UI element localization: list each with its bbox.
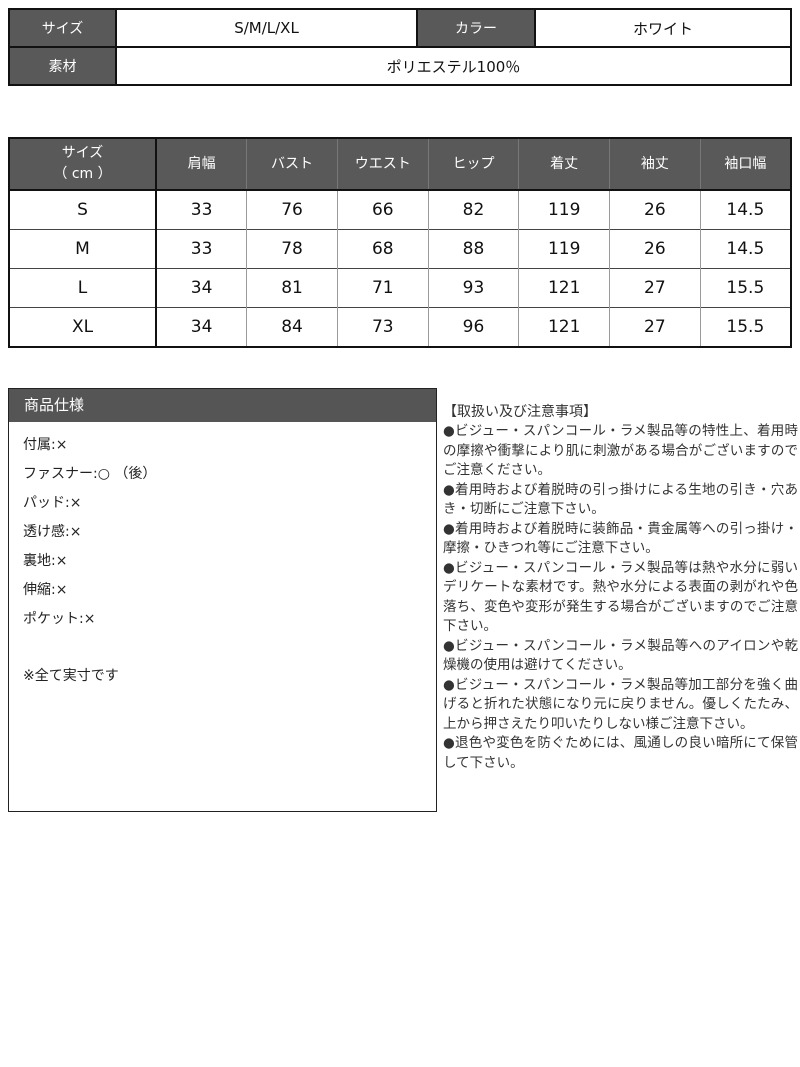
spec-item: 付属:× — [23, 437, 68, 453]
spec-item: ファスナー:○ （後） — [23, 466, 157, 482]
size-table-body: S 33 76 66 82 119 26 14.5 M 33 78 68 88 119 26 14.5 L 34 8… — [9, 189, 791, 347]
info-label-color: カラー — [416, 8, 536, 48]
size-table-cell: 96 — [427, 307, 519, 347]
spec-box-title: 商品仕様 — [9, 389, 436, 422]
size-table-header-4: ヒップ — [427, 138, 519, 191]
product-info-table: サイズ S/M/L/XL カラー ホワイト 素材 ポリエステル100％ — [8, 8, 792, 86]
size-table-cell: 27 — [609, 268, 701, 308]
size-table-cell: 15.5 — [699, 307, 791, 347]
size-table-header-2: バスト — [246, 138, 338, 191]
size-table-header-3: ウエスト — [336, 138, 429, 191]
size-table-cell: 93 — [427, 268, 519, 308]
size-table-cell: 71 — [336, 268, 429, 308]
handling-note-item: ●ビジュー・スパンコール・ラメ製品等加工部分を強く曲げると折れた状態になり元に戻… — [443, 676, 798, 732]
size-table-cell: 82 — [427, 189, 519, 230]
size-table-cell: L — [9, 268, 157, 308]
size-table-cell: 68 — [336, 229, 429, 269]
info-value-size: S/M/L/XL — [115, 8, 418, 48]
size-table-row: S 33 76 66 82 119 26 14.5 — [9, 189, 791, 230]
handling-note-item: ●着用時および着脱時に装飾品・貴金属等への引っ掛け・摩擦・ひきつれ等にご注意下さ… — [443, 520, 798, 557]
spec-item: パッド:× — [23, 495, 82, 511]
size-table-cell: 121 — [518, 307, 610, 347]
size-table-cell: 81 — [246, 268, 338, 308]
size-table-cell: 26 — [609, 189, 701, 230]
size-table-cell: 33 — [155, 229, 247, 269]
size-table-cell: 26 — [609, 229, 701, 269]
info-value-material: ポリエステル100％ — [115, 46, 792, 86]
handling-note-item: ●ビジュー・スパンコール・ラメ製品等の特性上、着用時の摩擦や衝撃により肌に刺激が… — [443, 423, 798, 478]
info-label-size: サイズ — [8, 8, 117, 48]
size-table-cell: 73 — [336, 307, 429, 347]
product-spec-box: 商品仕様 付属:× ファスナー:○ （後） パッド:× 透け感:× 裏地:× 伸縮:× ポケ… — [8, 388, 437, 812]
size-table-cell: 76 — [246, 189, 338, 230]
handling-note-item: ●ビジュー・スパンコール・ラメ製品等へのアイロンや乾燥機の使用は避けてください。 — [443, 637, 798, 674]
size-table-cell: 121 — [518, 268, 610, 308]
info-value-color: ホワイト — [534, 8, 792, 48]
size-table-header-6: 袖丈 — [609, 138, 701, 191]
spec-item: 透け感:× — [23, 524, 82, 540]
size-table-cell: 34 — [155, 268, 247, 308]
size-table-header-0: サイズ （ cm ） — [9, 138, 157, 191]
size-table-header-row: サイズ （ cm ） 肩幅 バスト ウエスト ヒップ 着丈 袖丈 袖口幅 — [9, 138, 791, 191]
handling-notes: 【取扱い及び注意事項】 ●ビジュー・スパンコール・ラメ製品等の特性上、着用時の摩… — [443, 402, 798, 773]
spec-item: ポケット:× — [23, 611, 96, 627]
spec-list: 付属:× ファスナー:○ （後） パッド:× 透け感:× 裏地:× 伸縮:× ポケット:× — [9, 422, 436, 634]
size-table-cell: 84 — [246, 307, 338, 347]
size-table-cell: 34 — [155, 307, 247, 347]
handling-note-item: ●退色や変色を防ぐためには、風通しの良い暗所にて保管して下さい。 — [443, 735, 798, 771]
size-table-header-1: 肩幅 — [155, 138, 247, 191]
spec-measurement-note: ※全て実寸です — [23, 668, 119, 684]
size-table-header-7: 袖口幅 — [699, 138, 791, 191]
size-table-header-line: （ cm ） — [53, 166, 112, 182]
size-table-cell: 14.5 — [699, 189, 791, 230]
info-row-size-color: サイズ S/M/L/XL カラー ホワイト — [8, 8, 792, 48]
size-table-cell: 14.5 — [699, 229, 791, 269]
size-table-cell: 33 — [155, 189, 247, 230]
size-table-cell: 88 — [427, 229, 519, 269]
handling-notes-list: ●ビジュー・スパンコール・ラメ製品等の特性上、着用時の摩擦や衝撃により肌に刺激が… — [443, 422, 798, 773]
handling-note-item: ●着用時および着脱時の引っ掛けによる生地の引き・穴あき・切断にご注意下さい。 — [443, 481, 798, 518]
handling-notes-title: 【取扱い及び注意事項】 — [443, 404, 597, 420]
size-table-cell: S — [9, 189, 157, 230]
handling-note-item: ●ビジュー・スパンコール・ラメ製品等は熱や水分に弱いデリケートな素材です。熱や水… — [443, 559, 798, 635]
size-table-row: M 33 78 68 88 119 26 14.5 — [9, 229, 791, 269]
size-table-cell: 119 — [518, 189, 610, 230]
size-table-cell: 78 — [246, 229, 338, 269]
spec-item: 裏地:× — [23, 553, 68, 569]
size-table-row: XL 34 84 73 96 121 27 15.5 — [9, 307, 791, 347]
size-table-header-5: 着丈 — [518, 138, 610, 191]
size-table-cell: M — [9, 229, 157, 269]
spec-item: 伸縮:× — [23, 582, 68, 598]
size-table-cell: 119 — [518, 229, 610, 269]
size-table-cell: 15.5 — [699, 268, 791, 308]
size-table-row: L 34 81 71 93 121 27 15.5 — [9, 268, 791, 308]
size-table-header-line: サイズ — [61, 145, 104, 161]
size-chart-table: サイズ （ cm ） 肩幅 バスト ウエスト ヒップ 着丈 袖丈 袖口幅 S 33 76 66 82 11… — [8, 137, 792, 348]
size-table-cell: 66 — [336, 189, 429, 230]
size-table-cell: 27 — [609, 307, 701, 347]
info-label-material: 素材 — [8, 46, 117, 86]
info-row-material: 素材 ポリエステル100％ — [8, 46, 792, 86]
size-table-cell: XL — [9, 307, 157, 347]
